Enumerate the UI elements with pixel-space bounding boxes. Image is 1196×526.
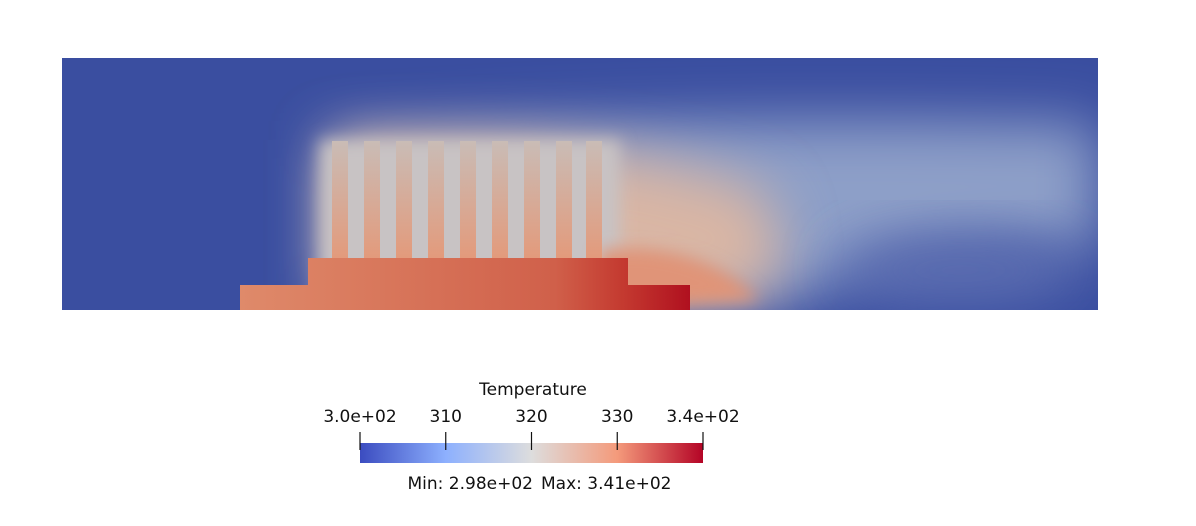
min-label: Min: 2.98e+02 [408, 474, 533, 494]
temperature-field [62, 58, 1098, 310]
colorbar-title: Temperature [478, 380, 587, 400]
tick-label: 330 [601, 407, 633, 427]
tick-label: 310 [430, 407, 462, 427]
tick-label: 3.4e+02 [666, 407, 739, 427]
max-label: Max: 3.41e+02 [541, 474, 671, 494]
colorbar-ticks: 3.0e+02 310 320 330 3.4e+02 [323, 407, 740, 450]
tick-label: 320 [515, 407, 547, 427]
tick-label: 3.0e+02 [323, 407, 396, 427]
